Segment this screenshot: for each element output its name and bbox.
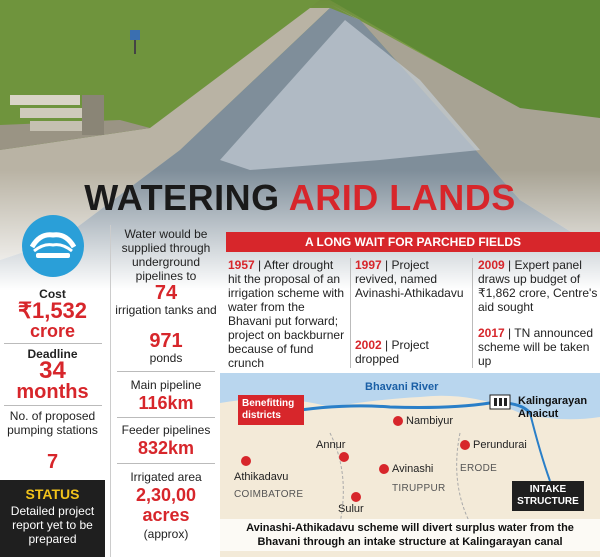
timeline-text: Project dropped — [355, 338, 429, 366]
pipe-icon — [22, 215, 84, 277]
river-label: Bhavani River — [365, 381, 439, 393]
timeline-text: TN announced scheme will be taken up — [478, 326, 594, 368]
district-label: COIMBATORE — [234, 489, 304, 500]
timeline-entry: 2002 | Project dropped — [355, 338, 429, 366]
deadline-label: Deadline — [27, 347, 78, 361]
place-label: Nambiyur — [406, 415, 454, 427]
timeline-entry: 2009 | Expert panel draws up budget of ₹… — [478, 258, 598, 314]
pipeline-stats-column: Water would be supplied through undergro… — [110, 225, 220, 557]
divider — [4, 405, 102, 406]
place-label: Avinashi — [392, 463, 434, 475]
timeline-text: Expert panel draws up budget of ₹1,862 c… — [478, 258, 598, 314]
headline-part2: ARID LANDS — [288, 177, 516, 218]
pumping-label: No. of proposed pumping stations — [7, 409, 98, 437]
tanks-text: irrigation tanks and — [115, 303, 217, 317]
feeder-label: Feeder pipelines — [121, 423, 211, 437]
timeline-entry: 1997 | Project revived, named Avinashi-A… — [355, 258, 464, 300]
tanks-value: 74 — [154, 282, 178, 304]
benefitting-districts-label: Benefitting districts — [238, 395, 304, 425]
place-label: Perundurai — [473, 439, 527, 451]
dam-icon — [489, 394, 511, 410]
timeline-entry: 2017 | TN announced scheme will be taken… — [478, 326, 594, 368]
irrigated-label: Irrigated area — [130, 470, 202, 484]
irrigated-unit: acres — [142, 505, 190, 525]
timeline-text: Project revived, named Avinashi-Athikada… — [355, 258, 464, 300]
canal-photo — [0, 0, 600, 290]
anaicut-label: Kalingarayan Anaicut — [518, 395, 588, 420]
timeline-entry: 1957 | After drought hit the proposal of… — [228, 258, 345, 370]
status-title: STATUS — [25, 486, 80, 502]
timeline-year: 1997 — [355, 258, 382, 272]
cost-unit: crore — [29, 321, 76, 341]
divider — [117, 463, 215, 464]
district-label: ERODE — [460, 463, 498, 474]
timeline-year: 1957 — [228, 258, 255, 272]
divider — [117, 371, 215, 372]
ponds-text: ponds — [149, 351, 183, 365]
place-label: Annur — [316, 439, 346, 451]
timeline-text: After drought hit the proposal of an irr… — [228, 258, 345, 370]
deadline-unit: months — [16, 381, 89, 403]
pipeline-intro: Water would be supplied through undergro… — [121, 227, 211, 283]
cost-value: ₹1,532 — [17, 298, 88, 323]
divider — [4, 343, 102, 344]
key-stats-column: Cost ₹1,532 crore Deadline 34 months No.… — [0, 215, 105, 557]
scheme-map: Benefitting districts Bhavani River Kali… — [220, 373, 600, 557]
intake-structure-label: INTAKE STRUCTURE — [512, 481, 584, 511]
pumping-value: 7 — [46, 451, 59, 473]
feeder-value: 832km — [137, 438, 195, 458]
timeline-title: A LONG WAIT FOR PARCHED FIELDS — [226, 232, 600, 252]
main-pipeline-label: Main pipeline — [130, 378, 202, 392]
irrigated-value: 2,30,00 — [135, 485, 197, 505]
timeline-year: 2002 — [355, 338, 382, 352]
timeline-separator — [350, 258, 351, 368]
cost-label: Cost — [39, 287, 66, 301]
main-pipeline-value: 116km — [138, 393, 194, 413]
district-label: TIRUPPUR — [392, 483, 446, 494]
timeline-year: 2017 — [478, 326, 505, 340]
divider — [117, 417, 215, 418]
irrigated-note: (approx) — [143, 527, 189, 541]
deadline-value: 34 — [39, 357, 66, 384]
status-text: Detailed project report yet to be prepar… — [10, 504, 95, 546]
headline: WATERING ARID LANDS — [0, 178, 600, 218]
timeline-separator — [472, 258, 473, 368]
headline-part1: WATERING — [84, 177, 280, 218]
place-label: Sulur — [338, 503, 364, 515]
timeline-year: 2009 — [478, 258, 505, 272]
status-box: STATUS Detailed project report yet to be… — [0, 480, 105, 557]
place-label: Athikadavu — [234, 471, 289, 483]
map-caption: Avinashi-Athikadavu scheme will divert s… — [220, 519, 600, 551]
ponds-value: 971 — [149, 330, 183, 352]
